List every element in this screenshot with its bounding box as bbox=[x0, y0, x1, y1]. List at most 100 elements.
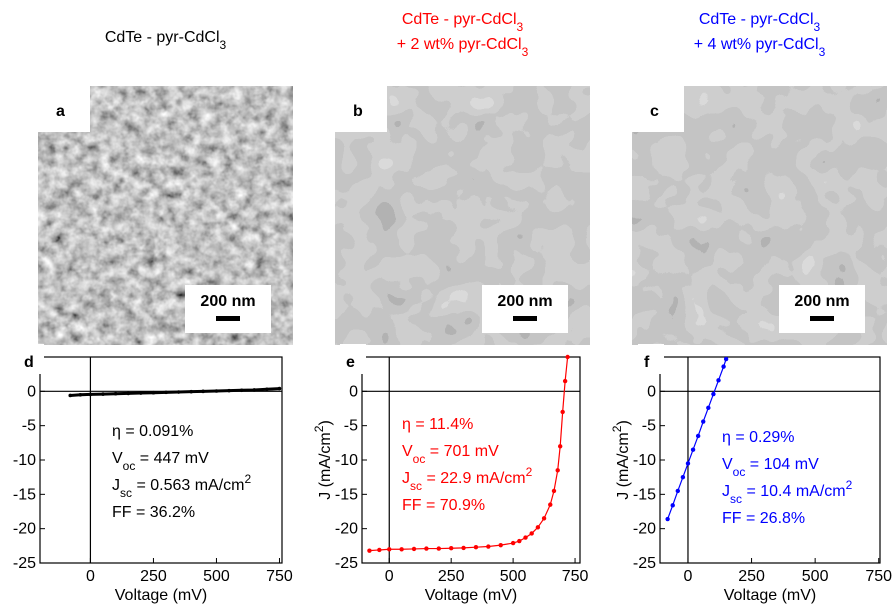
data-point bbox=[675, 488, 681, 494]
panel-label: f bbox=[644, 354, 650, 371]
data-point bbox=[670, 503, 675, 508]
data-point bbox=[377, 547, 382, 553]
annotation: FF = 70.9% bbox=[402, 497, 485, 514]
panel-title-sub: 3 bbox=[819, 45, 826, 59]
x-tick-label: 0 bbox=[684, 568, 693, 585]
data-point bbox=[523, 535, 528, 540]
annotation-part: η = 0.091% bbox=[112, 423, 193, 440]
y-axis-label-sup: 2 bbox=[610, 425, 624, 432]
y-tick-label: -15 bbox=[335, 486, 358, 503]
data-point bbox=[126, 391, 131, 396]
data-point bbox=[548, 502, 553, 507]
x-tick-label: 0 bbox=[86, 568, 95, 585]
data-point bbox=[176, 390, 181, 394]
x-tick-label: 750 bbox=[865, 568, 892, 585]
data-point bbox=[690, 447, 696, 452]
y-tick-label: -25 bbox=[335, 555, 358, 572]
scale-bar-label: 200 nm bbox=[794, 293, 849, 310]
annotation: FF = 36.2% bbox=[112, 504, 195, 521]
data-point bbox=[711, 391, 716, 397]
annotation-part: = 0.563 mA/cm bbox=[132, 477, 245, 494]
label-bg bbox=[335, 86, 387, 132]
panel-title-sub: 3 bbox=[517, 20, 524, 34]
annotation-part: = 22.9 mA/cm bbox=[422, 470, 526, 487]
data-point bbox=[461, 545, 466, 551]
data-point bbox=[680, 474, 686, 480]
data-point bbox=[265, 387, 269, 392]
jv-curve bbox=[70, 387, 280, 397]
data-point bbox=[555, 468, 560, 473]
panel-label: a bbox=[56, 103, 65, 120]
y-tick-label: -5 bbox=[22, 418, 36, 435]
data-point bbox=[510, 540, 516, 546]
data-point bbox=[214, 389, 219, 393]
annotation: Voc = 104 mV bbox=[722, 456, 819, 479]
panel-title-sub: 3 bbox=[814, 20, 821, 34]
data-point bbox=[721, 364, 726, 369]
scale-box bbox=[482, 285, 568, 333]
annotation-sub: sc bbox=[410, 479, 422, 493]
data-point bbox=[535, 525, 541, 530]
scale-bar-label: 200 nm bbox=[200, 293, 255, 310]
annotation-sub: sc bbox=[730, 492, 742, 506]
data-point bbox=[387, 547, 392, 552]
x-tick-label: 500 bbox=[500, 568, 527, 585]
jv-curve bbox=[667, 358, 727, 520]
panel-label: b bbox=[353, 103, 363, 120]
data-point bbox=[139, 391, 143, 395]
scale-box bbox=[185, 285, 271, 333]
data-point bbox=[665, 516, 670, 522]
annotation-sub: sc bbox=[120, 486, 132, 500]
y-tick-label: -25 bbox=[13, 555, 36, 572]
y-tick-label: -10 bbox=[335, 452, 358, 469]
data-point bbox=[565, 354, 570, 360]
scale-bar bbox=[216, 316, 240, 321]
data-point bbox=[411, 546, 417, 552]
data-point bbox=[551, 488, 557, 494]
data-point bbox=[517, 538, 522, 544]
y-tick-label: -25 bbox=[633, 555, 656, 572]
y-tick-label: -20 bbox=[633, 521, 656, 538]
annotation: η = 11.4% bbox=[402, 416, 473, 433]
annotation-part: η = 11.4% bbox=[402, 416, 473, 433]
data-point bbox=[201, 389, 205, 394]
data-point bbox=[695, 433, 701, 439]
data-point bbox=[227, 388, 231, 393]
scale-bar-label: 200 nm bbox=[497, 293, 552, 310]
x-tick-label: 500 bbox=[802, 568, 829, 585]
x-tick-label: 250 bbox=[738, 568, 765, 585]
annotation: Jsc = 22.9 mA/cm2 bbox=[402, 465, 533, 493]
annotation-part: V bbox=[402, 443, 413, 460]
annotation-part: = 104 mV bbox=[745, 456, 819, 473]
panel-label: c bbox=[650, 103, 659, 120]
label-bg bbox=[340, 344, 366, 374]
panel-title-part: CdTe - pyr-CdCl bbox=[105, 29, 220, 46]
panel-title-sub: 3 bbox=[522, 45, 529, 59]
annotation-part: FF = 26.8% bbox=[722, 510, 805, 527]
label-bg bbox=[632, 86, 684, 132]
scale-bar bbox=[810, 316, 834, 321]
data-point bbox=[252, 388, 257, 392]
annotation-part: = 447 mV bbox=[135, 450, 209, 467]
annotation-part: η = 0.29% bbox=[722, 429, 795, 446]
data-point bbox=[101, 392, 105, 396]
panel-title-part: CdTe - pyr-CdCl bbox=[699, 11, 814, 28]
x-axis-label: Voltage (mV) bbox=[425, 587, 517, 604]
data-point bbox=[164, 390, 168, 395]
plot-frame bbox=[361, 356, 581, 564]
annotation: Voc = 701 mV bbox=[402, 443, 499, 466]
panel-title: CdTe - pyr-CdCl3 bbox=[105, 29, 227, 52]
data-point bbox=[151, 390, 156, 395]
annotation-part: FF = 36.2% bbox=[112, 504, 195, 521]
data-point bbox=[473, 545, 479, 550]
data-point bbox=[367, 548, 372, 553]
annotation-part: J bbox=[402, 470, 410, 487]
data-point bbox=[78, 392, 83, 397]
x-tick-label: 250 bbox=[140, 568, 167, 585]
panel-title-sub: 3 bbox=[220, 38, 227, 52]
data-point bbox=[529, 531, 534, 536]
y-tick-label: 0 bbox=[647, 383, 656, 400]
annotation-sup: 2 bbox=[245, 472, 252, 486]
annotation-sub: oc bbox=[733, 465, 746, 479]
